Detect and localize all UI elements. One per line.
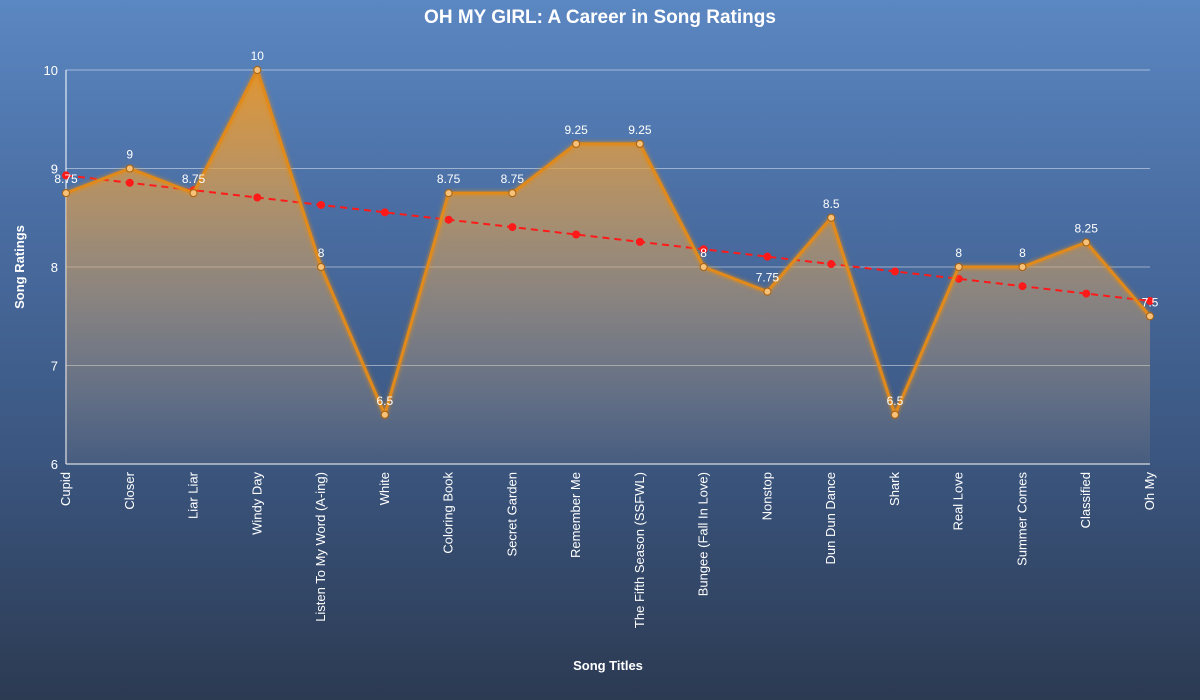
x-tick-label: Nonstop bbox=[759, 472, 774, 520]
data-point bbox=[444, 189, 453, 198]
trend-point bbox=[763, 252, 772, 261]
data-label: 8.25 bbox=[1075, 221, 1099, 235]
data-point bbox=[572, 139, 581, 148]
trend-point bbox=[508, 223, 517, 232]
x-tick-label: Real Love bbox=[951, 472, 966, 531]
x-tick-label: Listen To My Word (A-ing) bbox=[313, 472, 328, 622]
data-point bbox=[189, 189, 198, 198]
data-label: 10 bbox=[251, 49, 265, 63]
x-tick-label: Oh My bbox=[1142, 472, 1157, 511]
data-label: 9 bbox=[126, 148, 133, 162]
trend-point bbox=[1082, 289, 1091, 298]
x-tick-label: Dun Dun Dance bbox=[823, 472, 838, 565]
data-label: 8.75 bbox=[437, 172, 461, 186]
data-label: 7.75 bbox=[756, 271, 780, 285]
data-label: 8.75 bbox=[501, 172, 525, 186]
ratings-line bbox=[65, 66, 1152, 420]
y-tick-label: 10 bbox=[44, 63, 58, 78]
y-axis-ticks: 6 7 8 9 10 bbox=[44, 63, 58, 472]
data-label: 6.5 bbox=[887, 394, 904, 408]
data-label: 9.25 bbox=[564, 123, 588, 137]
data-point bbox=[827, 213, 836, 222]
data-point bbox=[635, 139, 644, 148]
trend-point bbox=[635, 237, 644, 246]
trend-point bbox=[380, 208, 389, 217]
x-axis-title: Song Titles bbox=[573, 658, 643, 673]
data-point bbox=[508, 189, 517, 198]
trend-point bbox=[954, 274, 963, 283]
ratings-area bbox=[66, 70, 1150, 464]
chart-title: OH MY GIRL: A Career in Song Ratings bbox=[424, 7, 776, 28]
data-point bbox=[125, 164, 134, 173]
x-tick-label: Cupid bbox=[58, 472, 73, 506]
trend-point bbox=[125, 178, 134, 187]
area-layer bbox=[66, 70, 1150, 464]
x-tick-label: Liar Liar bbox=[186, 471, 201, 519]
trend-point bbox=[1018, 282, 1027, 291]
data-label: 8 bbox=[1019, 246, 1026, 260]
data-point bbox=[699, 263, 708, 271]
y-tick-label: 6 bbox=[51, 457, 58, 472]
data-label: 9.25 bbox=[628, 123, 652, 137]
trend-point bbox=[444, 215, 453, 224]
data-label: 8.75 bbox=[182, 172, 206, 186]
y-tick-label: 9 bbox=[51, 162, 58, 177]
trend-point bbox=[317, 200, 326, 209]
x-tick-label: Summer Comes bbox=[1014, 472, 1029, 566]
data-point bbox=[380, 410, 389, 419]
x-axis-ticks: Cupid Closer Liar Liar Windy Day Listen To M… bbox=[58, 471, 1157, 628]
trend-point bbox=[890, 267, 899, 276]
trend-point bbox=[699, 245, 708, 254]
data-label: 8.5 bbox=[823, 197, 840, 211]
x-tick-label: Coloring Book bbox=[441, 472, 456, 554]
data-point bbox=[253, 66, 262, 74]
trend-point bbox=[62, 171, 70, 180]
data-point bbox=[317, 263, 326, 271]
x-tick-label: Remember Me bbox=[568, 472, 583, 558]
y-tick-label: 8 bbox=[51, 260, 58, 275]
data-label: 8.75 bbox=[54, 172, 78, 186]
data-label: 8 bbox=[955, 246, 962, 260]
y-axis-title: Song Ratings bbox=[12, 225, 27, 309]
x-tick-label: Bungee (Fall In Love) bbox=[696, 472, 711, 596]
trend-line bbox=[65, 174, 1151, 302]
x-tick-label: White bbox=[377, 472, 392, 505]
trend-point bbox=[1146, 296, 1154, 305]
x-tick-label: Classified bbox=[1078, 472, 1093, 528]
trend-point bbox=[827, 260, 836, 269]
data-label: 6.5 bbox=[376, 394, 393, 408]
x-tick-label: The Fifth Season (SSFWL) bbox=[632, 472, 647, 628]
data-point bbox=[1146, 312, 1154, 321]
data-point bbox=[763, 287, 772, 296]
data-label: 8 bbox=[700, 246, 707, 260]
x-tick-label: Secret Garden bbox=[504, 472, 519, 557]
trend-point bbox=[572, 230, 581, 239]
trend-point bbox=[253, 193, 262, 202]
data-point bbox=[954, 263, 963, 271]
data-label: 8 bbox=[318, 246, 325, 260]
data-label: 7.5 bbox=[1142, 295, 1159, 309]
x-tick-label: Shark bbox=[887, 472, 902, 506]
data-point bbox=[890, 410, 899, 419]
data-point bbox=[62, 189, 70, 198]
data-point bbox=[1018, 263, 1027, 271]
x-tick-label: Windy Day bbox=[249, 472, 264, 535]
y-tick-label: 7 bbox=[51, 359, 58, 374]
x-tick-label: Closer bbox=[122, 471, 137, 509]
data-point bbox=[1082, 238, 1091, 247]
line-layer bbox=[62, 66, 1154, 420]
